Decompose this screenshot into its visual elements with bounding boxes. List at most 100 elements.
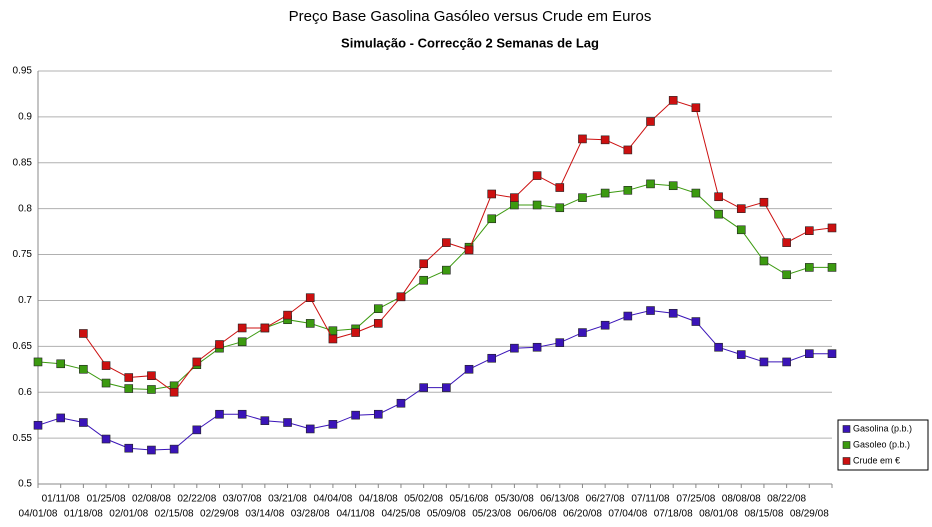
point-marker xyxy=(578,193,587,202)
point-marker xyxy=(396,292,406,302)
x-tick-label: 07/04/08 xyxy=(608,509,647,520)
point-marker xyxy=(283,310,292,320)
point-marker xyxy=(532,342,542,352)
point-marker xyxy=(487,189,497,199)
x-tick-label: 06/13/08 xyxy=(540,494,579,505)
y-tick-label: 0.8 xyxy=(18,203,32,214)
x-tick-label: 03/28/08 xyxy=(291,509,330,520)
point-marker xyxy=(260,416,270,425)
legend-swatch xyxy=(842,457,851,465)
point-marker xyxy=(736,225,746,235)
x-tick-label: 04/01/08 xyxy=(19,509,58,520)
point-marker xyxy=(147,445,156,455)
point-marker xyxy=(33,420,43,430)
point-marker xyxy=(827,263,837,272)
point-marker xyxy=(305,293,315,302)
x-tick-label: 08/29/08 xyxy=(790,509,829,520)
point-marker xyxy=(373,409,383,419)
y-tick-label: 0.6 xyxy=(18,387,32,398)
y-tick-label: 0.5 xyxy=(18,479,32,490)
y-tick-label: 0.95 xyxy=(13,66,33,77)
point-marker xyxy=(510,200,519,210)
point-marker xyxy=(419,275,428,285)
point-marker xyxy=(237,409,247,419)
point-marker xyxy=(464,364,474,374)
x-tick-label: 01/18/08 xyxy=(64,509,103,520)
x-tick-label: 01/11/08 xyxy=(42,494,81,505)
point-marker xyxy=(714,342,723,352)
x-tick-label: 03/14/08 xyxy=(245,509,284,520)
point-marker xyxy=(532,200,542,210)
point-marker xyxy=(79,364,88,374)
point-marker xyxy=(736,350,746,359)
point-marker xyxy=(827,223,837,233)
point-marker xyxy=(124,384,134,393)
point-marker xyxy=(464,245,474,255)
chart-subtitle: Simulação - Correcção 2 Semanas de Lag xyxy=(341,35,599,50)
legend-box xyxy=(837,419,929,471)
point-marker xyxy=(147,385,156,394)
x-tick-label: 03/07/08 xyxy=(223,494,262,505)
point-marker xyxy=(759,357,769,367)
point-marker xyxy=(101,361,111,370)
x-tick-label: 08/15/08 xyxy=(744,509,783,520)
point-marker xyxy=(283,418,292,427)
y-tick-label: 0.85 xyxy=(13,157,33,168)
point-marker xyxy=(600,320,610,330)
chart-title: Preço Base Gasolina Gasóleo versus Crude… xyxy=(289,8,652,25)
point-marker xyxy=(805,226,814,235)
x-tick-label: 05/16/08 xyxy=(450,494,489,505)
point-marker xyxy=(510,343,519,353)
point-marker xyxy=(510,193,519,202)
x-tick-label: 02/15/08 xyxy=(155,509,194,520)
point-marker xyxy=(600,135,610,145)
point-marker xyxy=(169,444,179,454)
legend-swatch xyxy=(842,441,851,449)
point-marker xyxy=(714,209,723,219)
point-marker xyxy=(600,188,610,198)
point-marker xyxy=(396,398,406,408)
x-tick-label: 07/25/08 xyxy=(676,494,715,505)
point-marker xyxy=(646,179,655,189)
x-tick-label: 08/22/08 xyxy=(767,494,806,505)
x-tick-label: 02/22/08 xyxy=(177,494,216,505)
point-marker xyxy=(419,383,428,392)
point-marker xyxy=(623,186,633,195)
point-marker xyxy=(691,317,701,326)
point-marker xyxy=(328,334,338,344)
point-marker xyxy=(192,425,202,435)
point-marker xyxy=(79,329,88,338)
point-marker xyxy=(237,337,247,347)
legend-label: Gasolina (p.b.) xyxy=(853,423,912,433)
point-marker xyxy=(215,409,224,419)
point-marker xyxy=(419,259,428,269)
x-tick-label: 06/27/08 xyxy=(586,494,625,505)
legend-label: Crude em € xyxy=(853,455,900,465)
x-tick-label: 05/23/08 xyxy=(472,509,511,520)
x-tick-label: 06/06/08 xyxy=(518,509,557,520)
point-marker xyxy=(56,413,65,423)
x-tick-label: 02/01/08 xyxy=(109,509,148,520)
y-tick-label: 0.55 xyxy=(13,433,33,444)
x-tick-label: 07/11/08 xyxy=(631,494,670,505)
point-marker xyxy=(623,311,633,321)
y-tick-label: 0.7 xyxy=(18,295,32,306)
point-marker xyxy=(782,238,791,247)
point-marker xyxy=(192,357,202,367)
point-marker xyxy=(147,371,156,381)
point-marker xyxy=(351,328,360,337)
legend-swatch xyxy=(842,425,851,433)
point-marker xyxy=(782,357,791,367)
x-tick-label: 04/18/08 xyxy=(359,494,398,505)
y-tick-label: 0.65 xyxy=(13,341,33,352)
point-marker xyxy=(782,270,791,280)
point-marker xyxy=(487,214,497,224)
point-marker xyxy=(555,338,565,347)
point-marker xyxy=(442,383,451,392)
point-marker xyxy=(759,256,769,266)
point-marker xyxy=(623,145,633,155)
legend-label: Gasoleo (p.b.) xyxy=(853,439,910,449)
x-tick-label: 08/08/08 xyxy=(722,494,761,505)
point-marker xyxy=(442,238,451,247)
